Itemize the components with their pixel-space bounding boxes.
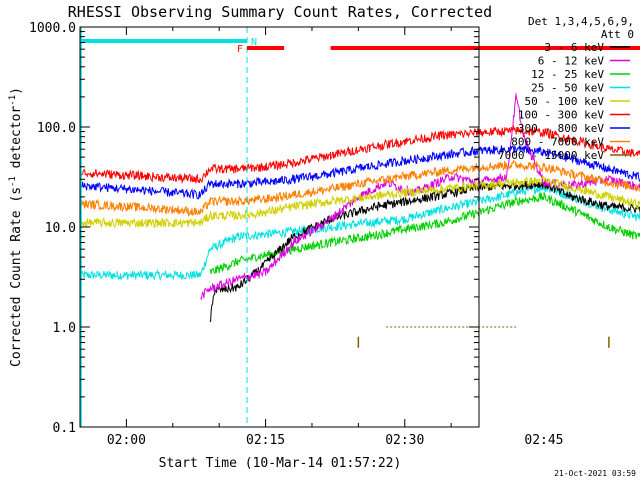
series-line-2 [209, 191, 640, 274]
fast-rate-flag-label: F [237, 44, 243, 55]
y-tick-label-3: 1.0 [53, 321, 76, 336]
series-line-6 [79, 145, 640, 200]
series-line-3 [79, 183, 640, 282]
series-line-1 [200, 93, 640, 301]
series-line-7 [79, 159, 640, 217]
x-tick-label-1: 02:15 [246, 433, 285, 448]
y-tick-label-4: 0.1 [53, 421, 76, 436]
night-flag-label: N [251, 37, 257, 48]
x-tick-label-2: 02:30 [385, 433, 424, 448]
y-axis-label: Corrected Count Rate (s-1 detector-1) [8, 87, 24, 367]
legend-label-4: 50 - 100 keV [525, 95, 605, 108]
y-tick-label-2: 10.0 [45, 221, 76, 236]
legend-label-3: 25 - 50 keV [531, 82, 604, 95]
legend-label-8: 7000 - 15000 keV [498, 149, 604, 162]
series-line-5 [79, 124, 640, 185]
y-tick-label-0: 1000.0 [29, 21, 76, 36]
legend-label-0: 3 - 6 keV [544, 41, 604, 54]
footer-date: 21-Oct-2021 03:59 [554, 469, 636, 478]
x-tick-label-0: 02:00 [107, 433, 146, 448]
series-line-4 [79, 175, 640, 229]
x-tick-label-3: 02:45 [524, 433, 563, 448]
chart-title: RHESSI Observing Summary Count Rates, Co… [68, 3, 492, 21]
y-label-part-2: detector [9, 106, 24, 177]
legend-label-7: 800 - 7000 keV [511, 136, 604, 149]
legend-label-5: 100 - 300 keV [518, 109, 604, 122]
x-axis-label: Start Time (10-Mar-14 01:57:22) [159, 456, 402, 471]
y-tick-label-1: 100.0 [37, 121, 76, 136]
y-label-part-3: ) [9, 87, 24, 95]
y-axis: 1000.0 100.0 10.0 1.0 0.1 [29, 21, 479, 436]
legend-label-2: 12 - 25 keV [531, 68, 604, 81]
y-label-sup-2: -1 [8, 95, 18, 106]
legend-header-line-1: Det 1,3,4,5,6,9, [528, 15, 634, 28]
series-layer [79, 93, 640, 348]
y-label-part-1: Corrected Count Rate (s [9, 187, 24, 367]
legend-label-6: 300 - 800 keV [518, 122, 604, 135]
legend-label-1: 6 - 12 keV [538, 55, 605, 68]
y-label-sup-1: -1 [8, 176, 18, 187]
legend-header-line-2: Att 0 [601, 28, 634, 41]
